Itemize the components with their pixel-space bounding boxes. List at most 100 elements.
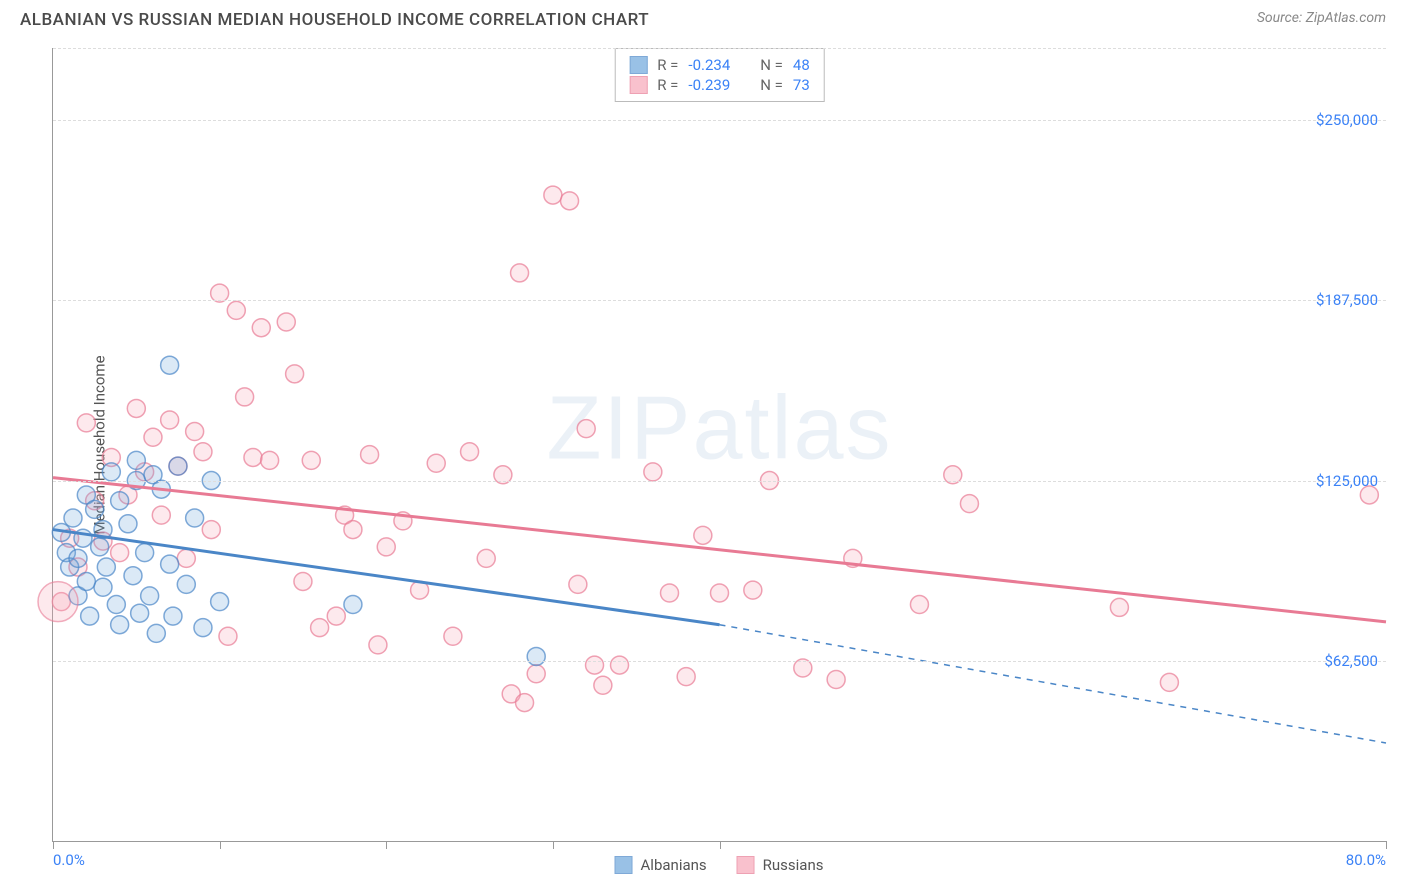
data-point (960, 495, 978, 513)
data-point (344, 521, 362, 539)
stats-legend: R = -0.234 N = 48 R = -0.239 N = 73 (614, 48, 825, 102)
data-point (161, 411, 179, 429)
stat-r-albanians: -0.234 (688, 56, 730, 74)
data-point (124, 567, 142, 585)
data-point (169, 457, 187, 475)
data-point (910, 596, 928, 614)
stat-n-albanians: 48 (793, 56, 810, 74)
data-point (127, 399, 145, 417)
data-point (569, 575, 587, 593)
data-point (136, 544, 154, 562)
data-point (377, 538, 395, 556)
y-tick-label: $187,500 (1316, 291, 1378, 309)
swatch-albanians-icon (615, 856, 633, 874)
data-point (69, 549, 87, 567)
source-label: Source: ZipAtlas.com (1257, 10, 1386, 26)
x-tick (220, 841, 221, 849)
data-point (1160, 673, 1178, 691)
gridline (53, 300, 1386, 301)
plot-area: ZIPatlas R = -0.234 N = 48 R = -0.239 N … (52, 48, 1386, 842)
stat-r-russians: -0.239 (688, 76, 730, 94)
x-legend: Albanians Russians (615, 856, 824, 874)
data-point (694, 526, 712, 544)
data-point (81, 607, 99, 625)
data-point (102, 463, 120, 481)
data-point (344, 596, 362, 614)
data-point (141, 587, 159, 605)
data-point (311, 619, 329, 637)
legend-label-russians: Russians (763, 856, 824, 874)
y-tick-label: $250,000 (1316, 111, 1378, 129)
data-point (211, 593, 229, 611)
chart-title: ALBANIAN VS RUSSIAN MEDIAN HOUSEHOLD INC… (20, 10, 649, 30)
data-point (577, 420, 595, 438)
data-point (1110, 598, 1128, 616)
data-point (644, 463, 662, 481)
data-point (361, 446, 379, 464)
x-tick (53, 841, 54, 849)
data-point (202, 521, 220, 539)
data-point (111, 544, 129, 562)
data-point (544, 186, 562, 204)
x-tick (720, 841, 721, 849)
data-point (711, 584, 729, 602)
stat-label-r: R = (657, 76, 678, 94)
data-point (461, 443, 479, 461)
data-point (177, 575, 195, 593)
swatch-russians (629, 76, 647, 94)
data-point (152, 506, 170, 524)
chart-area: Median Household Income ZIPatlas R = -0.… (52, 48, 1386, 842)
x-tick (553, 841, 554, 849)
data-point (661, 584, 679, 602)
scatter-svg (53, 48, 1386, 841)
gridline (53, 481, 1386, 482)
data-point (286, 365, 304, 383)
x-tick-label: 80.0% (1346, 851, 1386, 869)
data-point (111, 616, 129, 634)
data-point (119, 515, 137, 533)
legend-item-albanians: Albanians (615, 856, 707, 874)
data-point (527, 647, 545, 665)
data-point (261, 451, 279, 469)
data-point (86, 500, 104, 518)
data-point (111, 492, 129, 510)
data-point (527, 665, 545, 683)
data-point (744, 581, 762, 599)
data-point (107, 596, 125, 614)
data-point (252, 319, 270, 337)
data-point (77, 572, 95, 590)
data-point-large (38, 582, 78, 622)
data-point (327, 607, 345, 625)
stat-label-n: N = (760, 76, 783, 94)
legend-label-albanians: Albanians (641, 856, 707, 874)
data-point (186, 423, 204, 441)
data-point (277, 313, 295, 331)
data-point (561, 192, 579, 210)
data-point (477, 549, 495, 567)
stat-label-n: N = (760, 56, 783, 74)
data-point (611, 656, 629, 674)
data-point (427, 454, 445, 472)
x-tick (1386, 841, 1387, 849)
legend-item-russians: Russians (737, 856, 824, 874)
data-point (94, 578, 112, 596)
trend-line-dashed (720, 625, 1387, 743)
data-point (516, 694, 534, 712)
data-point (827, 671, 845, 689)
data-point (219, 627, 237, 645)
data-point (444, 627, 462, 645)
data-point (186, 509, 204, 527)
y-tick-label: $125,000 (1316, 472, 1378, 490)
data-point (511, 264, 529, 282)
data-point (131, 604, 149, 622)
data-point (194, 619, 212, 637)
data-point (369, 636, 387, 654)
data-point (161, 555, 179, 573)
data-point (302, 451, 320, 469)
data-point (77, 414, 95, 432)
data-point (127, 451, 145, 469)
y-tick-label: $62,500 (1324, 652, 1378, 670)
stat-label-r: R = (657, 56, 678, 74)
data-point (64, 509, 82, 527)
data-point (294, 572, 312, 590)
